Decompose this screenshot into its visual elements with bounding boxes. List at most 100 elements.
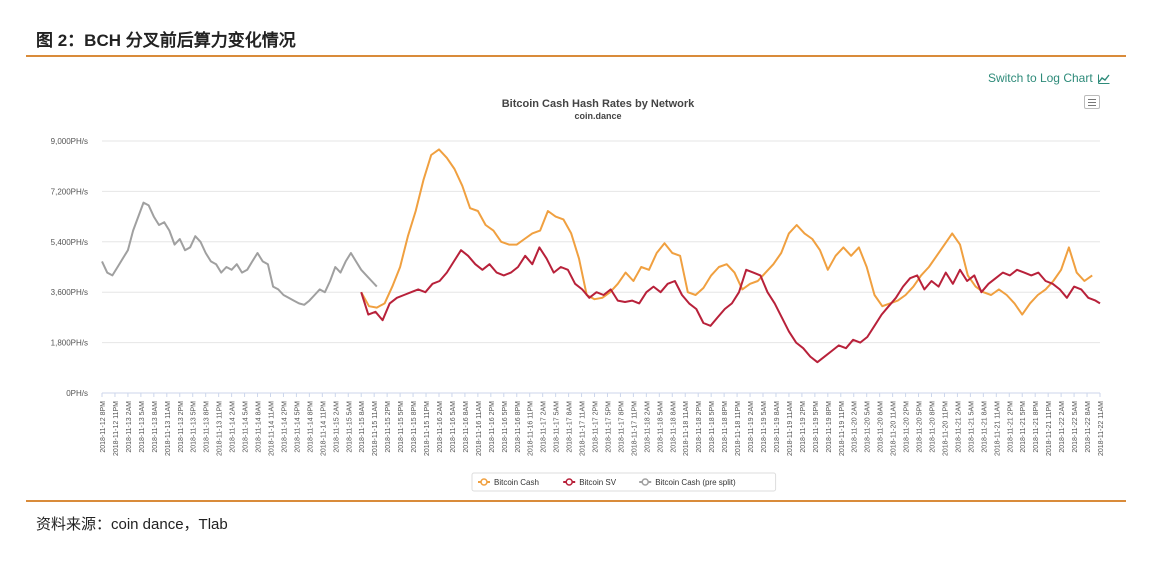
x-tick-label: 2018-11-20 5PM [917, 401, 924, 453]
x-tick-label: 2018-11-18 5AM [657, 401, 664, 453]
x-tick-label: 2018-11-20 11PM [942, 401, 949, 456]
x-tick-label: 2018-11-21 5AM [968, 401, 975, 453]
x-tick-label: 2018-11-19 5AM [761, 401, 768, 453]
x-tick-label: 2018-11-18 8PM [722, 401, 729, 453]
x-tick-label: 2018-11-13 11AM [165, 401, 172, 456]
x-tick-label: 2018-11-15 2PM [385, 401, 392, 453]
x-tick-label: 2018-11-19 8PM [826, 401, 833, 453]
x-tick-label: 2018-11-15 11PM [424, 401, 431, 456]
legend-marker [480, 478, 488, 486]
x-tick-label: 2018-11-20 2AM [852, 401, 859, 453]
x-tick-label: 2018-11-14 11AM [268, 401, 275, 456]
x-tick-label: 2018-11-19 5PM [813, 401, 820, 453]
hamburger-menu-icon [1088, 99, 1096, 100]
line-chart-icon [1098, 74, 1110, 84]
x-tick-label: 2018-11-13 11PM [217, 401, 224, 456]
x-tick-label: 2018-11-17 11AM [580, 401, 587, 456]
x-tick-label: 2018-11-15 5PM [398, 401, 405, 453]
chart-menu-button[interactable] [1084, 95, 1100, 109]
x-tick-label: 2018-11-19 11PM [839, 401, 846, 456]
x-tick-label: 2018-11-20 5AM [865, 401, 872, 453]
x-tick-label: 2018-11-18 11AM [683, 401, 690, 456]
x-tick-label: 2018-11-18 11PM [735, 401, 742, 456]
x-tick-label: 2018-11-13 2PM [178, 401, 185, 453]
legend-marker [565, 478, 573, 486]
x-tick-label: 2018-11-17 5PM [605, 401, 612, 453]
legend-label: Bitcoin Cash (pre split) [655, 478, 736, 487]
legend-item-1[interactable]: Bitcoin SV [563, 478, 617, 487]
x-tick-label: 2018-11-15 2AM [333, 401, 340, 453]
x-tick-label: 2018-11-14 5PM [294, 401, 301, 453]
x-tick-label: 2018-11-21 2AM [955, 401, 962, 453]
x-tick-label: 2018-11-21 8PM [1033, 401, 1040, 453]
x-tick-label: 2018-11-16 8PM [515, 401, 522, 453]
x-tick-label: 2018-11-22 11AM [1098, 401, 1105, 456]
x-tick-label: 2018-11-14 2AM [230, 401, 237, 453]
x-tick-label: 2018-11-21 11AM [994, 401, 1001, 456]
switch-log-chart-label: Switch to Log Chart [987, 71, 1093, 85]
legend-label: Bitcoin SV [579, 478, 617, 487]
x-tick-label: 2018-11-19 8AM [774, 401, 781, 453]
legend-label: Bitcoin Cash [494, 478, 539, 487]
x-tick-label: 2018-11-16 2PM [489, 401, 496, 453]
x-tick-label: 2018-11-13 8PM [204, 401, 211, 453]
switch-log-chart-link[interactable]: Switch to Log Chart [988, 71, 1110, 85]
x-tick-label: 2018-11-21 11PM [1046, 401, 1053, 456]
x-tick-label: 2018-11-18 5PM [709, 401, 716, 453]
x-tick-label: 2018-11-16 2AM [437, 401, 444, 453]
y-tick-label: 5,400PH/s [51, 238, 88, 247]
x-tick-label: 2018-11-21 2PM [1007, 401, 1014, 453]
chart-subtitle: coin.dance [574, 111, 621, 121]
x-tick-label: 2018-11-22 2AM [1059, 401, 1066, 453]
x-tick-label: 2018-11-15 8AM [359, 401, 366, 453]
x-tick-label: 2018-11-20 8PM [930, 401, 937, 453]
x-tick-label: 2018-11-13 8AM [152, 401, 159, 453]
x-tick-label: 2018-11-18 2PM [696, 401, 703, 453]
x-tick-label: 2018-11-13 2AM [126, 401, 133, 453]
legend-item-2[interactable]: Bitcoin Cash (pre split) [639, 478, 736, 487]
y-tick-label: 7,200PH/s [51, 187, 88, 196]
series-line-1 [360, 246, 1101, 364]
x-tick-label: 2018-11-13 5PM [191, 401, 198, 453]
x-tick-label: 2018-11-14 2PM [281, 401, 288, 453]
x-tick-label: 2018-11-19 11AM [787, 401, 794, 456]
x-tick-label: 2018-11-16 5PM [502, 401, 509, 453]
legend-marker [641, 478, 649, 486]
x-tick-label: 2018-11-13 5AM [139, 401, 146, 453]
x-tick-label: 2018-11-17 11PM [631, 401, 638, 456]
x-tick-label: 2018-11-18 8AM [670, 401, 677, 453]
x-tick-label: 2018-11-16 8AM [463, 401, 470, 453]
x-tick-label: 2018-11-19 2PM [800, 401, 807, 453]
x-tick-label: 2018-11-16 11PM [528, 401, 535, 456]
x-tick-label: 2018-11-16 5AM [450, 401, 457, 453]
x-tick-label: 2018-11-21 5PM [1020, 401, 1027, 453]
x-tick-label: 2018-11-14 8PM [307, 401, 314, 453]
x-tick-label: 2018-11-20 2PM [904, 401, 911, 453]
x-tick-label: 2018-11-17 5AM [554, 401, 561, 453]
x-tick-label: 2018-11-12 8PM [100, 401, 107, 453]
x-tick-label: 2018-11-22 8AM [1085, 401, 1092, 453]
x-tick-label: 2018-11-21 8AM [981, 401, 988, 453]
x-tick-label: 2018-11-20 8AM [878, 401, 885, 453]
x-tick-label: 2018-11-20 11AM [891, 401, 898, 456]
x-tick-label: 2018-11-22 5AM [1072, 401, 1079, 453]
x-tick-label: 2018-11-19 2AM [748, 401, 755, 453]
top-divider [26, 55, 1126, 57]
x-tick-label: 2018-11-17 8PM [618, 401, 625, 453]
x-tick-label: 2018-11-14 11PM [320, 401, 327, 456]
series-line-2 [101, 201, 378, 306]
y-tick-label: 3,600PH/s [51, 288, 88, 297]
bottom-divider [26, 500, 1126, 502]
y-tick-label: 1,800PH/s [51, 339, 88, 348]
x-tick-label: 2018-11-14 8AM [256, 401, 263, 453]
x-tick-label: 2018-11-18 2AM [644, 401, 651, 453]
source-note: 资料来源：coin dance，Tlab [36, 516, 228, 533]
x-tick-label: 2018-11-15 8PM [411, 401, 418, 453]
legend-box [471, 472, 777, 492]
x-tick-label: 2018-11-17 2AM [541, 401, 548, 453]
legend-item-0[interactable]: Bitcoin Cash [478, 478, 539, 487]
x-tick-label: 2018-11-15 5AM [346, 401, 353, 453]
x-tick-label: 2018-11-17 8AM [567, 401, 574, 453]
y-tick-label: 0PH/s [66, 389, 88, 398]
x-tick-label: 2018-11-14 5AM [243, 401, 250, 453]
